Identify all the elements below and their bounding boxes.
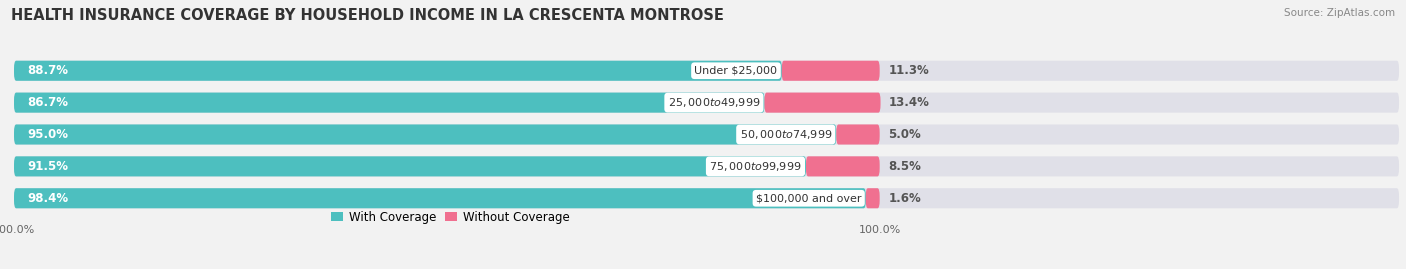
FancyBboxPatch shape [14,125,837,144]
Text: 11.3%: 11.3% [889,64,929,77]
Text: 98.4%: 98.4% [27,192,67,205]
Text: 95.0%: 95.0% [27,128,67,141]
FancyBboxPatch shape [14,188,1399,208]
FancyBboxPatch shape [14,93,1399,113]
FancyBboxPatch shape [765,93,880,113]
FancyBboxPatch shape [782,61,880,81]
Text: 88.7%: 88.7% [27,64,67,77]
Text: $75,000 to $99,999: $75,000 to $99,999 [709,160,801,173]
Text: 86.7%: 86.7% [27,96,67,109]
FancyBboxPatch shape [14,61,1399,81]
Text: 91.5%: 91.5% [27,160,67,173]
Text: 1.6%: 1.6% [889,192,921,205]
Text: Under $25,000: Under $25,000 [695,66,778,76]
Text: 13.4%: 13.4% [889,96,929,109]
FancyBboxPatch shape [14,93,765,113]
FancyBboxPatch shape [14,188,866,208]
FancyBboxPatch shape [14,125,1399,144]
FancyBboxPatch shape [806,156,880,176]
Text: Source: ZipAtlas.com: Source: ZipAtlas.com [1284,8,1395,18]
Text: 5.0%: 5.0% [889,128,921,141]
Text: $25,000 to $49,999: $25,000 to $49,999 [668,96,761,109]
Text: 8.5%: 8.5% [889,160,921,173]
FancyBboxPatch shape [14,156,806,176]
FancyBboxPatch shape [866,188,880,208]
Text: HEALTH INSURANCE COVERAGE BY HOUSEHOLD INCOME IN LA CRESCENTA MONTROSE: HEALTH INSURANCE COVERAGE BY HOUSEHOLD I… [11,8,724,23]
Legend: With Coverage, Without Coverage: With Coverage, Without Coverage [326,206,575,228]
Text: $100,000 and over: $100,000 and over [756,193,862,203]
Text: $50,000 to $74,999: $50,000 to $74,999 [740,128,832,141]
FancyBboxPatch shape [14,156,1399,176]
FancyBboxPatch shape [837,125,880,144]
FancyBboxPatch shape [14,61,782,81]
